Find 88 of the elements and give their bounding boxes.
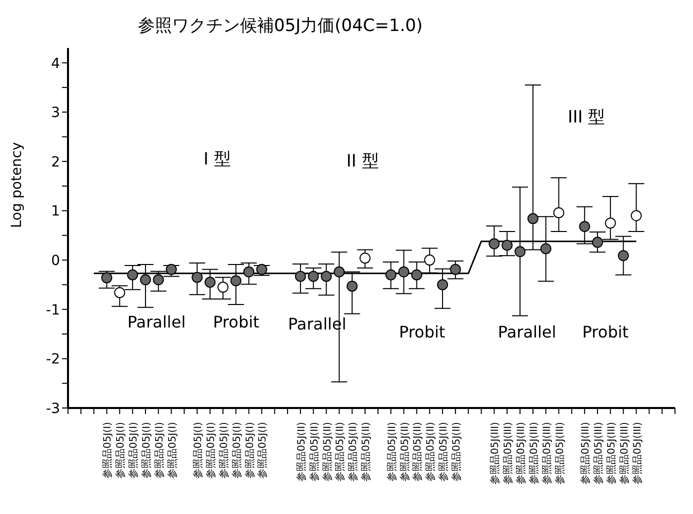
x-tick-label: 参照品05J(II) xyxy=(398,422,411,482)
x-tick-label: 参照品05J(III) xyxy=(618,422,630,484)
x-tick-label: 参照品05J(II) xyxy=(347,422,360,482)
point xyxy=(604,218,616,229)
x-tick-label: 参照品05J(I) xyxy=(192,422,204,478)
x-tick-label: 参照品05J(I) xyxy=(244,422,256,478)
point xyxy=(618,250,629,262)
x-tick-label: 参照品05J(III) xyxy=(515,422,528,484)
point xyxy=(334,266,345,278)
x-tick-label: 参照品05J(III) xyxy=(528,422,540,484)
point xyxy=(166,264,177,275)
point xyxy=(579,221,590,232)
point xyxy=(592,236,604,248)
x-tick-label: 参照品05J(III) xyxy=(540,422,553,484)
x-tick-label: 参照品05J(II) xyxy=(321,422,334,482)
point xyxy=(398,266,410,278)
chart-title: 参照ワクチン候補05J力価(04C=1.0) xyxy=(138,15,423,37)
x-tick-label: 参照品05J(II) xyxy=(308,422,320,482)
point xyxy=(488,238,500,250)
x-tick-label: 参照品05J(I) xyxy=(128,422,140,478)
x-tick-label: 参照品05J(I) xyxy=(256,422,269,478)
x-tick-label: 参照品05J(I) xyxy=(153,422,166,478)
point xyxy=(346,280,358,292)
x-tick-label: 参照品05J(III) xyxy=(489,422,502,484)
annotation: Probit xyxy=(213,312,260,332)
y-tick-label: -3 xyxy=(46,400,60,417)
y-axis-title: Log potency xyxy=(8,142,25,228)
x-tick-label: 参照品05J(I) xyxy=(102,422,114,478)
x-tick-label: 参照品05J(III) xyxy=(592,422,605,484)
x-tick-label: 参照品05J(II) xyxy=(424,422,437,482)
point xyxy=(360,252,371,264)
point xyxy=(527,213,538,224)
annotation: Probit xyxy=(398,322,446,342)
point xyxy=(127,269,138,280)
point xyxy=(243,266,254,278)
point xyxy=(152,274,164,286)
x-tick-label: 参照品05J(I) xyxy=(166,422,178,478)
x-tick-label: 参照品05J(I) xyxy=(205,422,218,478)
annotation: I 型 xyxy=(204,148,231,170)
point xyxy=(424,254,436,266)
annotation: Parallel xyxy=(498,322,556,342)
x-tick-label: 参照品05J(III) xyxy=(502,422,514,484)
point xyxy=(540,243,552,254)
x-tick-label: 参照品05J(II) xyxy=(438,422,450,482)
point xyxy=(192,272,203,283)
x-tick-label: 参照品05J(III) xyxy=(631,422,644,484)
y-tick-label: 0 xyxy=(51,253,60,270)
point xyxy=(320,270,332,282)
point xyxy=(502,240,513,251)
x-tick-label: 参照品05J(III) xyxy=(554,422,566,484)
x-tick-label: 参照品05J(II) xyxy=(334,422,346,482)
annotation: Probit xyxy=(582,322,629,342)
annotation: Parallel xyxy=(127,312,186,332)
y-tick-label: 2 xyxy=(51,154,60,170)
y-tick-label: 1 xyxy=(51,204,60,220)
point xyxy=(114,287,126,298)
x-tick-label: 参照品05J(II) xyxy=(386,422,398,482)
x-tick-label: 参照品05J(III) xyxy=(580,422,592,484)
y-tick-label: 4 xyxy=(51,56,60,72)
x-tick-label: 参照品05J(I) xyxy=(114,422,127,478)
point xyxy=(411,269,422,280)
point xyxy=(385,269,396,280)
point xyxy=(204,276,216,288)
point xyxy=(140,274,151,286)
point xyxy=(217,282,228,293)
x-tick-label: 参照品05J(II) xyxy=(295,422,308,482)
point xyxy=(553,207,564,218)
y-tick-label: -2 xyxy=(46,352,60,368)
point xyxy=(294,270,306,282)
annotation: II 型 xyxy=(346,150,379,173)
x-tick-label: 参照品05J(I) xyxy=(218,422,230,478)
y-tick-label: -1 xyxy=(46,302,60,318)
x-tick-label: 参照品05J(II) xyxy=(412,422,424,482)
point xyxy=(630,210,642,222)
y-tick-label: 3 xyxy=(51,105,60,122)
point xyxy=(230,275,242,286)
point xyxy=(308,270,319,282)
x-tick-label: 参照品05J(III) xyxy=(605,422,618,484)
point xyxy=(437,279,448,290)
x-tick-label: 参照品05J(II) xyxy=(360,422,372,482)
point xyxy=(256,264,268,275)
point xyxy=(101,272,112,284)
x-tick-label: 参照品05J(II) xyxy=(450,422,462,482)
x-tick-label: 参照品05J(I) xyxy=(140,422,152,478)
point xyxy=(514,246,526,258)
x-tick-label: 参照品05J(I) xyxy=(230,422,243,478)
point xyxy=(450,264,461,275)
annotation: III 型 xyxy=(568,106,606,129)
